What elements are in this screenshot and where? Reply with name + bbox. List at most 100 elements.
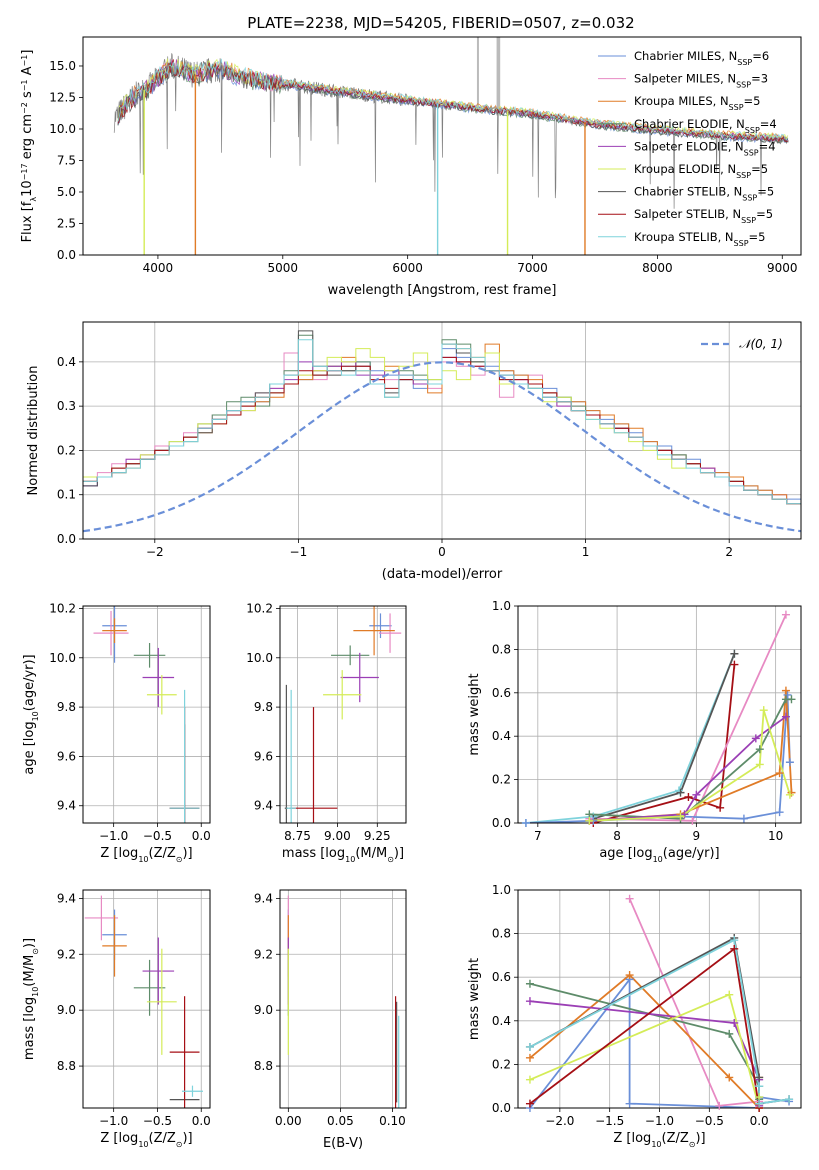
y-tick-label: 9.6 bbox=[254, 749, 273, 763]
legend-label-4: Salpeter ELODIE, NSSP=4 bbox=[634, 139, 776, 157]
mass-weight-marker-4 bbox=[751, 734, 760, 743]
mass-weight-marker-8 bbox=[730, 936, 739, 945]
mass-weight-series-3 bbox=[529, 982, 760, 1100]
y-tick-label: 0.2 bbox=[492, 773, 511, 787]
x-tick-label: 9.00 bbox=[324, 829, 351, 843]
histogram-6 bbox=[83, 330, 801, 509]
error-bar-point-3 bbox=[331, 645, 370, 666]
y-axis-label: Flux [fλ10−17 erg cm−2 s−1 A−1] bbox=[20, 50, 38, 243]
y-tick-label: 9.4 bbox=[57, 891, 76, 905]
x-tick-label: −0.5 bbox=[143, 829, 172, 843]
axes-frame bbox=[279, 889, 407, 1109]
error-bar-point-2 bbox=[353, 606, 395, 656]
error-bar-point-8 bbox=[286, 689, 296, 823]
y-tick-label: 12.5 bbox=[49, 90, 76, 104]
mass-weight-marker-5 bbox=[585, 816, 594, 825]
plot-area bbox=[287, 895, 400, 1108]
mass-weight-marker-7 bbox=[730, 944, 739, 953]
mass-weight-marker-2 bbox=[775, 769, 784, 778]
histogram-2 bbox=[83, 343, 801, 509]
y-tick-label: 9.0 bbox=[254, 1003, 273, 1017]
mass-weight-marker-7 bbox=[716, 803, 725, 812]
x-axis-label: E(B-V) bbox=[323, 1136, 363, 1151]
plot-area bbox=[113, 37, 789, 255]
gridlines bbox=[83, 606, 210, 823]
mass-weight-marker-6 bbox=[676, 788, 685, 797]
error-bar-point-5 bbox=[146, 675, 177, 715]
mass-weight-series-0 bbox=[529, 976, 790, 1108]
mass-weight-marker-0 bbox=[625, 1099, 634, 1108]
panel-mass-vs-Z: −1.0 −0.5 0.0 8.8 9.0 9.2 9.4 Z [log10(Z/Z⊙)] ma… bbox=[22, 889, 211, 1149]
legend-label-1: Salpeter MILES, NSSP=3 bbox=[634, 72, 768, 90]
x-axis-label: Z [log10(Z/Z⊙)] bbox=[100, 1131, 192, 1149]
x-tick-label: −1.0 bbox=[645, 1114, 674, 1128]
error-bar-point-3 bbox=[133, 959, 166, 1016]
x-tick-label: 5000 bbox=[268, 261, 299, 275]
x-tick-label: 0.0 bbox=[750, 1114, 769, 1128]
y-tick-label: 0.6 bbox=[492, 686, 511, 700]
x-tick-label: 8.75 bbox=[284, 829, 311, 843]
ticks: −2 −1 0 1 2 0.0 0.1 0.2 0.3 0.4 bbox=[57, 355, 733, 559]
y-tick-label: 9.4 bbox=[57, 799, 76, 813]
mass-weight-marker-2 bbox=[525, 1053, 534, 1062]
model-spectrum-line-8 bbox=[117, 58, 789, 140]
x-tick-label: 7 bbox=[534, 829, 542, 843]
mass-weight-marker-1 bbox=[688, 816, 697, 825]
ticks: 0.00 0.05 0.10 8.8 9.0 9.2 9.4 bbox=[254, 891, 406, 1128]
mass-weight-marker-6 bbox=[755, 1073, 764, 1082]
error-bar-point-4 bbox=[340, 652, 379, 703]
figure-title: PLATE=2238, MJD=54205, FIBERID=0507, z=0… bbox=[247, 14, 634, 32]
x-tick-label: −0.5 bbox=[695, 1114, 724, 1128]
gridlines bbox=[280, 890, 406, 1108]
y-tick-label: 0.8 bbox=[492, 927, 511, 941]
x-axis-label: wavelength [Angstrom, rest frame] bbox=[328, 283, 557, 298]
plot-area bbox=[83, 330, 801, 533]
y-tick-label: 15.0 bbox=[49, 59, 76, 73]
mass-weight-marker-1 bbox=[715, 1101, 724, 1110]
y-tick-label: 1.0 bbox=[492, 883, 511, 897]
mass-weight-marker-0 bbox=[775, 808, 784, 817]
y-tick-label: 10.0 bbox=[246, 651, 273, 665]
y-tick-label: 0.6 bbox=[492, 970, 511, 984]
mass-weight-marker-7 bbox=[730, 660, 739, 669]
error-bar-point-8 bbox=[169, 689, 200, 823]
y-axis-label: mass weight bbox=[467, 673, 482, 755]
plot-area bbox=[93, 606, 200, 823]
x-tick-label: −1.0 bbox=[99, 829, 128, 843]
mass-weight-series-8 bbox=[525, 653, 736, 823]
y-tick-label: 2.5 bbox=[57, 216, 76, 230]
y-tick-label: 9.2 bbox=[57, 947, 76, 961]
y-tick-label: 0.4 bbox=[492, 1014, 511, 1028]
mass-weight-series-2 bbox=[529, 973, 760, 1108]
mass-weight-marker-8 bbox=[755, 1099, 764, 1108]
x-tick-label: 9 bbox=[693, 829, 701, 843]
mass-weight-marker-1 bbox=[625, 894, 634, 903]
mass-weight-marker-7 bbox=[684, 792, 693, 801]
axes-frame bbox=[82, 36, 802, 256]
axes-frame bbox=[82, 605, 211, 824]
legend-label-8: Kroupa STELIB, NSSP=5 bbox=[634, 230, 765, 248]
x-tick-label: 0 bbox=[438, 545, 446, 559]
gridlines bbox=[518, 605, 801, 824]
y-axis-label: age [log10(age/yr)] bbox=[22, 654, 40, 774]
spectrum-legend: Chabrier MILES, NSSP=6 Salpeter MILES, NS… bbox=[598, 49, 777, 247]
mass-weight-marker-5 bbox=[676, 812, 685, 821]
panel-mass-vs-EBV: 0.00 0.05 0.10 8.8 9.0 9.2 9.4 E(B-V) bbox=[254, 889, 407, 1151]
y-tick-label: 5.0 bbox=[57, 185, 76, 199]
y-tick-label: 0.2 bbox=[492, 1057, 511, 1071]
x-tick-label: 10 bbox=[768, 829, 783, 843]
y-tick-label: 9.0 bbox=[57, 1003, 76, 1017]
model-spectrum-line-7 bbox=[117, 59, 788, 143]
ticks: 4000 5000 6000 7000 8000 9000 0.0 2.5 5.0 7.5 10.0… bbox=[49, 59, 797, 275]
y-tick-label: 0.4 bbox=[492, 729, 511, 743]
mass-weight-marker-5 bbox=[759, 706, 768, 715]
y-tick-label: 9.8 bbox=[57, 700, 76, 714]
x-tick-label: −1 bbox=[290, 545, 308, 559]
y-tick-label: 10.2 bbox=[49, 601, 76, 615]
x-axis-label: Z [log10(Z/Z⊙)] bbox=[100, 846, 192, 864]
y-tick-label: 0.1 bbox=[57, 488, 76, 502]
panel-spectrum: 4000 5000 6000 7000 8000 9000 0.0 2.5 5.0 7.5 10.0… bbox=[20, 36, 802, 298]
x-tick-label: 8 bbox=[613, 829, 621, 843]
mass-weight-marker-3 bbox=[755, 745, 764, 754]
y-tick-label: 7.5 bbox=[57, 153, 76, 167]
